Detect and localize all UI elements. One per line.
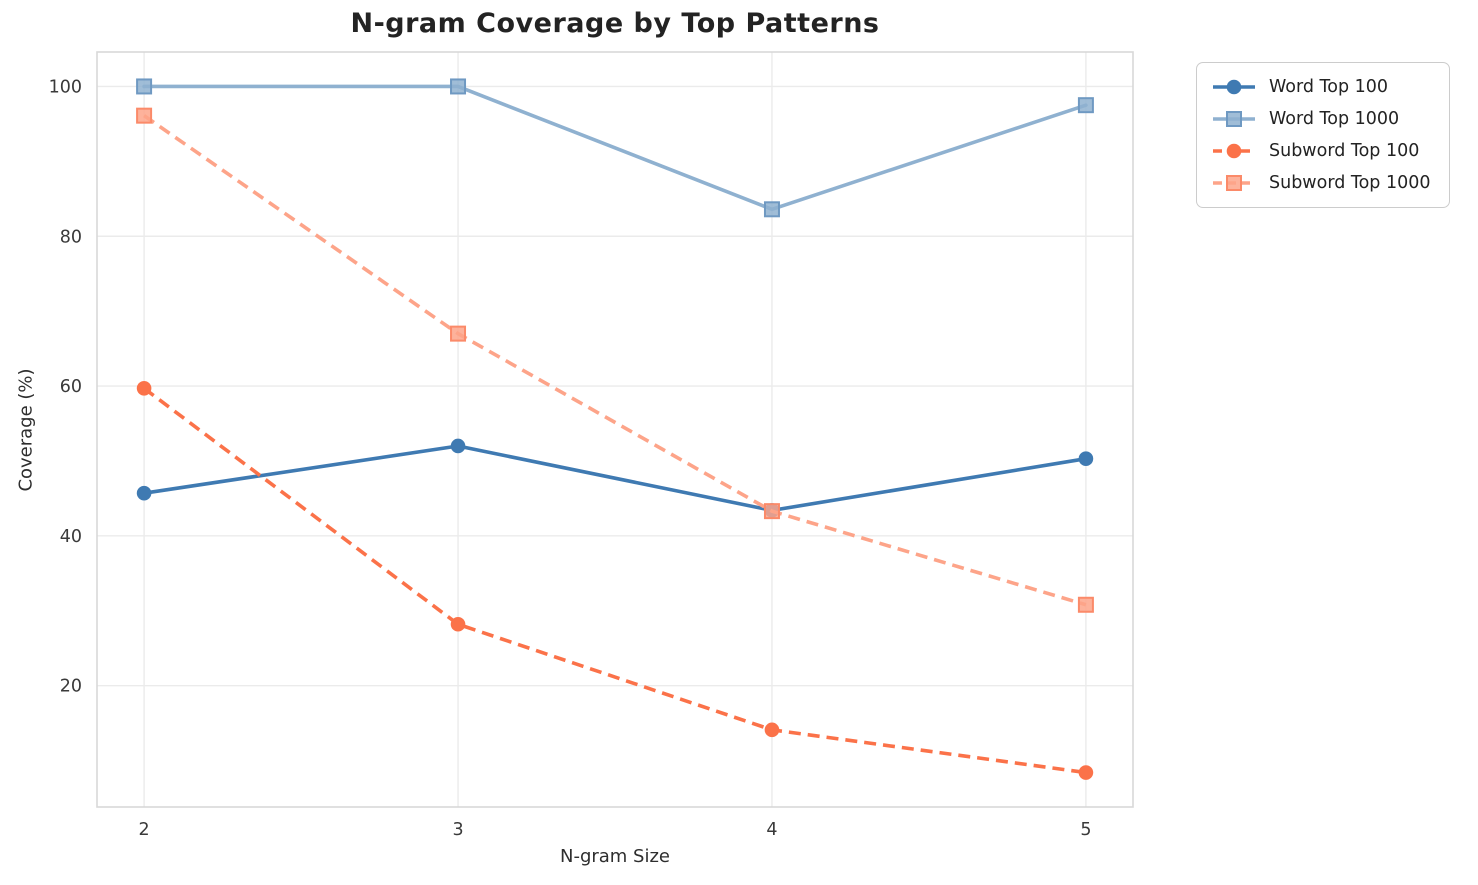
series-marker-circle bbox=[1078, 765, 1094, 780]
legend-item: Subword Top 100 bbox=[1211, 140, 1431, 162]
plot-border bbox=[96, 51, 1134, 808]
series-line-word-top-100 bbox=[142, 444, 1088, 513]
legend: Word Top 100 Word Top 1000 Subword Top 100… bbox=[1196, 62, 1450, 208]
x-tick-label: 5 bbox=[1080, 820, 1091, 840]
x-tick-label: 4 bbox=[766, 820, 777, 840]
series-marker-square bbox=[1077, 97, 1094, 114]
series-marker-square bbox=[763, 503, 780, 520]
legend-item: Word Top 100 bbox=[1211, 76, 1431, 98]
series-marker-circle bbox=[136, 485, 152, 501]
y-tick-label: 60 bbox=[60, 377, 82, 397]
legend-label: Subword Top 100 bbox=[1269, 141, 1420, 161]
x-tick-label: 2 bbox=[139, 820, 150, 840]
y-tick-label: 40 bbox=[60, 527, 82, 547]
series-marker-square bbox=[136, 107, 153, 124]
series-marker-square bbox=[450, 325, 467, 342]
x-tick-label: 3 bbox=[452, 820, 463, 840]
y-tick-label: 80 bbox=[60, 227, 82, 247]
series-marker-square bbox=[1077, 596, 1094, 613]
legend-sample-square-icon bbox=[1213, 111, 1255, 127]
legend-item: Subword Top 1000 bbox=[1211, 172, 1431, 194]
series-marker-circle bbox=[764, 722, 780, 738]
y-tick-label: 20 bbox=[60, 677, 82, 697]
series-marker-circle bbox=[136, 381, 152, 396]
legend-label: Word Top 100 bbox=[1269, 77, 1389, 97]
legend-label: Subword Top 1000 bbox=[1269, 173, 1431, 193]
chart-title: N-gram Coverage by Top Patterns bbox=[350, 8, 880, 39]
legend-sample-circle-icon bbox=[1213, 143, 1255, 159]
series-marker-circle bbox=[450, 616, 466, 632]
legend-label: Word Top 1000 bbox=[1269, 109, 1400, 129]
x-axis-label: N-gram Size bbox=[559, 846, 671, 867]
legend-item: Word Top 1000 bbox=[1211, 108, 1431, 130]
series-marker-square bbox=[763, 201, 780, 218]
series-marker-circle bbox=[1078, 451, 1094, 467]
series-line-subword-top-1000 bbox=[143, 114, 1087, 607]
series-marker-square bbox=[136, 78, 153, 95]
y-tick-label: 100 bbox=[49, 77, 82, 97]
series-marker-circle bbox=[450, 438, 466, 454]
series-line-subword-top-100 bbox=[143, 386, 1087, 775]
series-line-word-top-1000 bbox=[142, 84, 1088, 212]
series-marker-square bbox=[450, 78, 467, 95]
legend-sample-square-icon bbox=[1213, 175, 1255, 191]
legend-sample-circle-icon bbox=[1213, 79, 1255, 95]
